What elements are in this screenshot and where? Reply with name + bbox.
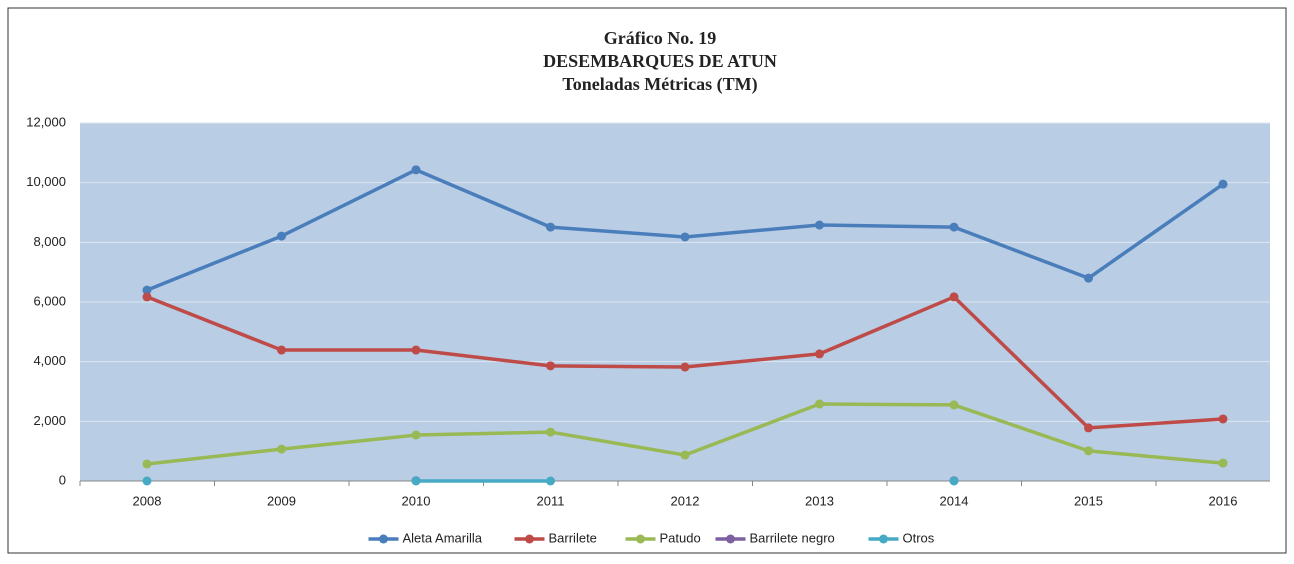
series-point [949, 400, 959, 410]
x-tick-label: 2015 [1074, 493, 1103, 508]
series-point [142, 459, 152, 469]
series-point [546, 427, 555, 437]
y-tick-label: 6,000 [33, 293, 66, 308]
x-tick-label: 2009 [267, 493, 296, 508]
series-point [680, 232, 690, 242]
x-tick-label: 2012 [671, 493, 700, 508]
series-point [1218, 458, 1228, 468]
y-tick-label: 8,000 [33, 234, 66, 249]
series-point [1218, 414, 1228, 424]
series-point [277, 231, 286, 241]
legend-label: Barrilete [549, 530, 597, 545]
series-point [411, 430, 421, 440]
y-tick-label: 10,000 [26, 174, 66, 189]
series-point [411, 345, 421, 355]
series-point [546, 476, 555, 486]
series-point [546, 361, 555, 371]
series-point [680, 450, 690, 460]
series-point [142, 292, 152, 302]
series-point [1084, 446, 1093, 456]
x-tick-label: 2013 [805, 493, 834, 508]
legend-label: Otros [903, 530, 935, 545]
series-point [277, 345, 286, 355]
x-tick-label: 2014 [940, 493, 969, 508]
legend-label: Patudo [660, 530, 701, 545]
series-point [142, 476, 152, 486]
chart-title: Toneladas Métricas (TM) [562, 74, 757, 95]
chart-title: Gráfico No. 19 [604, 28, 716, 48]
y-tick-label: 4,000 [33, 353, 66, 368]
series-point [949, 476, 959, 486]
series-point [277, 444, 286, 454]
legend-label: Aleta Amarilla [403, 530, 483, 545]
chart-title: DESEMBARQUES DE ATUN [543, 51, 777, 71]
series-point [546, 222, 555, 232]
series-point [1084, 423, 1093, 433]
series-point [411, 165, 421, 175]
legend-swatch [636, 534, 645, 544]
series-point [815, 349, 824, 359]
series-point [142, 285, 152, 295]
legend-swatch [525, 534, 534, 544]
y-tick-label: 2,000 [33, 413, 66, 428]
x-tick-label: 2010 [402, 493, 431, 508]
series-point [411, 476, 421, 486]
series-point [680, 362, 690, 372]
x-tick-label: 2008 [133, 493, 162, 508]
legend-swatch [379, 534, 388, 544]
legend-swatch [879, 534, 888, 544]
series-point [949, 292, 959, 302]
x-tick-label: 2016 [1209, 493, 1238, 508]
legend-swatch [726, 534, 735, 544]
series-point [815, 399, 824, 409]
series-point [1218, 179, 1228, 189]
y-tick-label: 0 [59, 472, 66, 487]
x-tick-label: 2011 [537, 493, 565, 508]
y-tick-label: 12,000 [26, 114, 66, 129]
series-point [949, 222, 959, 232]
series-point [1084, 273, 1093, 283]
series-point [815, 220, 824, 230]
legend-label: Barrilete negro [750, 530, 835, 545]
